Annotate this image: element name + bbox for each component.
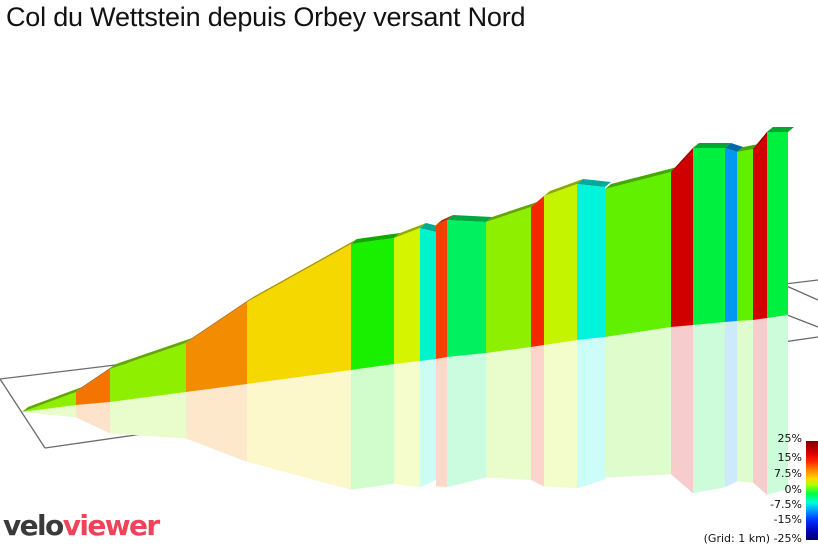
color-legend-labels: 25% 15% 7.5% 0% -7.5% -15% (Grid: 1 km) … [682, 432, 802, 546]
reflection-segment [22, 405, 76, 418]
profile-segment-top [394, 223, 426, 238]
reflection-segment [605, 327, 671, 478]
profile-segment-top [447, 215, 492, 222]
profile-segment [436, 220, 447, 359]
profile-segment-top [725, 143, 743, 152]
reflection-segment [486, 347, 531, 480]
profile-segment [671, 148, 693, 327]
profile-segment [605, 172, 671, 337]
legend-label-25: 25% [777, 432, 802, 445]
legend-label-neg-15: -15% [773, 513, 802, 526]
veloviewer-logo[interactable]: veloviewer [3, 509, 161, 542]
profile-segment [394, 228, 420, 364]
profile-segment [544, 184, 577, 345]
reflection-segment [110, 392, 186, 439]
profile-segment-top [351, 233, 400, 244]
legend-label-15: 15% [777, 451, 802, 464]
profile-reflection [22, 315, 788, 495]
profile-segments [22, 127, 794, 412]
profile-segment [767, 132, 788, 318]
profile-segment-top [76, 364, 116, 392]
profile-segment [737, 149, 753, 321]
profile-segment [531, 196, 544, 347]
reflection-segment [247, 370, 351, 490]
gradient-colorbar [806, 441, 818, 540]
profile-segment [486, 207, 531, 353]
profile-segment-top [693, 143, 731, 148]
profile-segment [247, 244, 351, 384]
profile-segment [76, 369, 110, 405]
profile-segment [447, 220, 486, 357]
reflection-segment [351, 364, 394, 490]
profile-segment [351, 238, 394, 370]
legend-label-neg-25: (Grid: 1 km) -25% [703, 532, 802, 545]
profile-segment-top [671, 143, 699, 172]
profile-segment [577, 184, 605, 340]
logo-velo: velo [3, 509, 64, 542]
profile-segment-top [486, 202, 537, 222]
reflection-segment [544, 340, 577, 489]
legend-label-0: 0% [784, 483, 802, 496]
reflection-segment [436, 357, 447, 488]
profile-segment [693, 148, 725, 325]
reflection-segment [186, 384, 247, 462]
page-title: Col du Wettstein depuis Orbey versant No… [6, 2, 526, 32]
profile-segment-top [577, 179, 611, 187]
logo-viewer: viewer [62, 509, 161, 542]
profile-segment-top [247, 239, 357, 302]
reflection-segment [531, 345, 544, 487]
reflection-segment [753, 318, 767, 495]
profile-segment-top [186, 297, 253, 343]
reflection-segment [76, 402, 110, 434]
reflection-segment [725, 321, 737, 488]
reflection-segment [577, 337, 605, 489]
reflection-segment [693, 322, 725, 494]
profile-segment [110, 343, 186, 402]
profile-segment [420, 228, 436, 361]
profile-segment-top [737, 144, 759, 152]
reflection-segment [447, 353, 486, 488]
reflection-segment [671, 325, 693, 494]
reflection-segment [767, 315, 788, 495]
reflection-segment [420, 359, 436, 488]
profile-segment-top [544, 179, 583, 196]
profile-segment-top [767, 127, 794, 132]
legend-label-neg-7-5: -7.5% [770, 498, 802, 511]
profile-segment-top [110, 338, 192, 369]
profile-segment [753, 132, 767, 320]
profile-segment [725, 148, 737, 322]
profile-segment [186, 302, 247, 392]
profile-segment-top [605, 167, 677, 189]
profile-segment-top [22, 387, 82, 412]
legend-label-7-5: 7.5% [774, 467, 802, 480]
reflection-segment [394, 361, 420, 488]
reflection-segment [737, 320, 753, 483]
profile-segment-top [436, 215, 453, 225]
